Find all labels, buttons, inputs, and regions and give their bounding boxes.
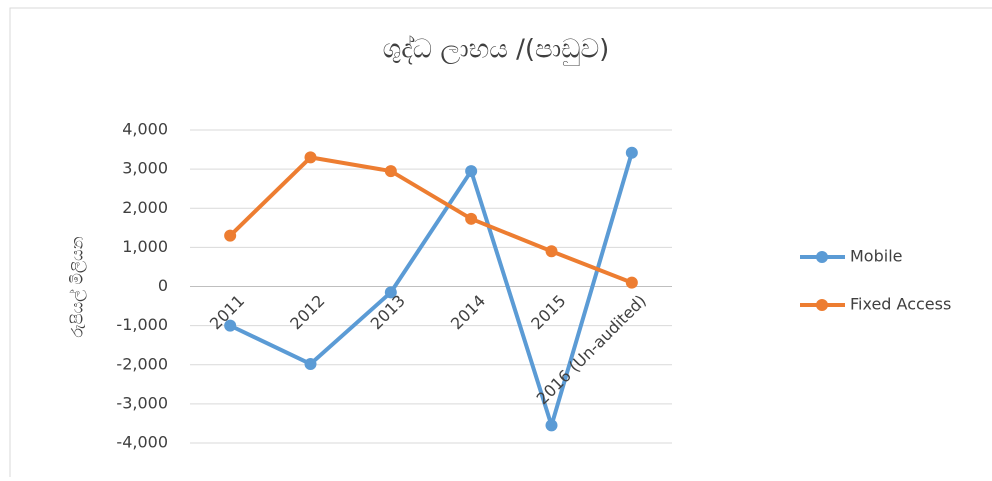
y-tick-label: -4,000 [116,433,168,452]
x-tick-label: 2014 [447,291,489,333]
legend-label: Mobile [850,247,902,266]
y-tick-label: 4,000 [122,120,168,139]
y-tick-label: 3,000 [122,159,168,178]
y-tick-label: -1,000 [116,315,168,334]
point [224,319,237,332]
legend-marker [816,299,828,311]
y-tick-label: -2,000 [116,354,168,373]
point [384,286,397,299]
legend-label: Fixed Access [850,295,951,314]
y-tick-label: 0 [158,276,168,295]
chart-frame [9,7,992,481]
series-line [228,155,633,285]
point [384,165,397,178]
point [545,419,558,432]
point [625,146,638,159]
point [304,151,317,164]
chart-title: ශුද්ධ ලාභය /(පාඩුව) [383,35,610,66]
x-tick-label: 2012 [286,291,328,333]
y-tick-label: 2,000 [122,198,168,217]
legend-marker [816,251,828,263]
point [465,212,478,225]
point [304,357,317,370]
point [545,245,558,258]
point [625,276,638,289]
y-axis-label: රුපියල් මිලියන [68,236,88,337]
series-line [229,152,634,428]
point [224,229,237,242]
x-tick-label: 2013 [367,291,409,333]
x-tick-label: 2015 [527,291,569,333]
point [465,165,478,178]
y-tick-label: 1,000 [122,237,168,256]
y-tick-label: -3,000 [116,393,168,412]
